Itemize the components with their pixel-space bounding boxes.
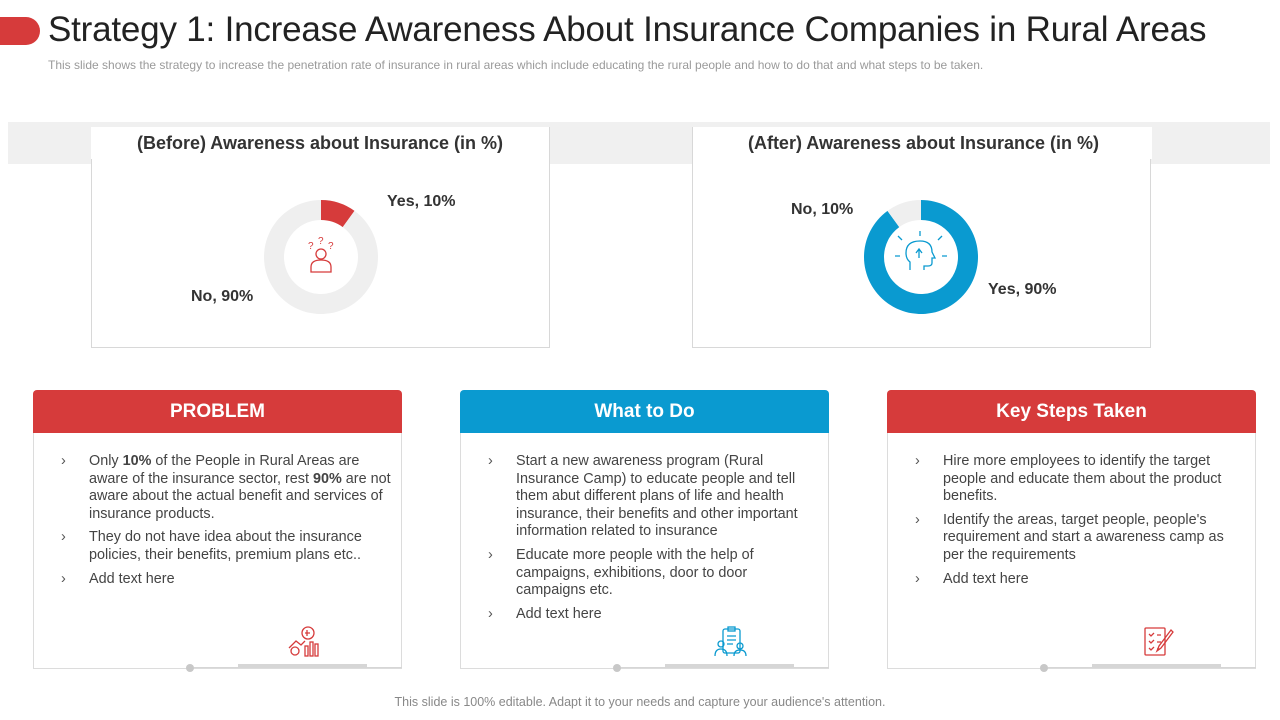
key-steps-card-body: › Hire more employees to identify the tar… — [887, 433, 1256, 669]
card-decor-dot — [613, 664, 621, 672]
chevron-right-icon: › — [915, 453, 920, 469]
problem-card-header: PROBLEM — [33, 390, 402, 433]
what-to-do-card-header: What to Do — [460, 390, 829, 433]
list-item: › Only 10% of the People in Rural Areas a… — [61, 453, 391, 522]
page-subtitle: This slide shows the strategy to increas… — [48, 58, 984, 72]
donut-slice-yes — [864, 200, 978, 314]
page-title: Strategy 1: Increase Awareness About Ins… — [48, 10, 1207, 49]
what-to-do-bullet-list: › Start a new awareness program (Rural In… — [488, 453, 818, 629]
before-yes-label: Yes, 10% — [387, 193, 456, 210]
list-item: › Add text here — [61, 570, 175, 587]
list-item: › Add text here — [488, 605, 602, 622]
before-no-label: No, 90% — [191, 288, 254, 305]
chevron-right-icon: › — [488, 546, 493, 563]
svg-text:?: ? — [308, 241, 314, 252]
after-donut-chart — [864, 200, 978, 314]
chevron-right-icon: › — [915, 570, 920, 587]
checklist-pen-icon — [1144, 627, 1174, 656]
after-no-label: No, 10% — [791, 201, 854, 218]
card-decor-dot — [1040, 664, 1048, 672]
chevron-right-icon: › — [61, 529, 66, 546]
list-item: › Identify the areas, target people, peop… — [915, 511, 1224, 563]
svg-text:?: ? — [318, 236, 324, 247]
after-chart-title: (After) Awareness about Insurance (in %) — [695, 127, 1152, 159]
money-growth-icon — [288, 626, 319, 657]
card-decor-bar — [1092, 664, 1221, 668]
list-item: › Educate more people with the help of ca… — [488, 546, 754, 599]
key-steps-card: Key Steps Taken › Hire more employees to … — [887, 390, 1256, 672]
problem-bullet-list: › Only 10% of the People in Rural Areas a… — [61, 453, 391, 594]
donut-slice-no — [887, 200, 921, 228]
key-steps-bullet-list: › Hire more employees to identify the tar… — [915, 453, 1245, 594]
title-accent-tab — [0, 17, 40, 45]
chevron-right-icon: › — [61, 570, 66, 587]
chevron-right-icon: › — [488, 605, 493, 622]
footer-note: This slide is 100% editable. Adapt it to… — [394, 695, 886, 709]
before-donut-chart: ? ? ? — [264, 200, 378, 314]
svg-text:?: ? — [328, 241, 334, 252]
list-item: › Add text here — [915, 570, 1029, 587]
card-decor-bar — [665, 664, 794, 668]
problem-card-body: › Only 10% of the People in Rural Areas a… — [33, 433, 402, 669]
list-item: › They do not have idea about the insuran… — [61, 529, 362, 563]
problem-card: PROBLEM › Only 10% of the People in Rural… — [33, 390, 402, 672]
list-item: › Hire more employees to identify the tar… — [915, 453, 1222, 505]
chevron-right-icon: › — [488, 453, 493, 469]
what-to-do-card: What to Do › Start a new awareness progra… — [460, 390, 829, 672]
what-to-do-card-body: › Start a new awareness program (Rural In… — [460, 433, 829, 669]
donut-slice-no — [264, 200, 378, 314]
chevron-right-icon: › — [61, 453, 66, 469]
before-chart-title: (Before) Awareness about Insurance (in %… — [91, 127, 549, 159]
donut-slice-yes — [321, 200, 355, 228]
clipboard-team-icon — [714, 626, 747, 657]
idea-head-icon — [895, 231, 947, 270]
chevron-right-icon: › — [915, 511, 920, 528]
card-decor-dot — [186, 664, 194, 672]
card-decor-bar — [238, 664, 367, 668]
confused-person-icon: ? ? ? — [308, 236, 334, 273]
after-yes-label: Yes, 90% — [988, 281, 1057, 298]
key-steps-card-header: Key Steps Taken — [887, 390, 1256, 433]
list-item: › Start a new awareness program (Rural In… — [488, 453, 798, 540]
